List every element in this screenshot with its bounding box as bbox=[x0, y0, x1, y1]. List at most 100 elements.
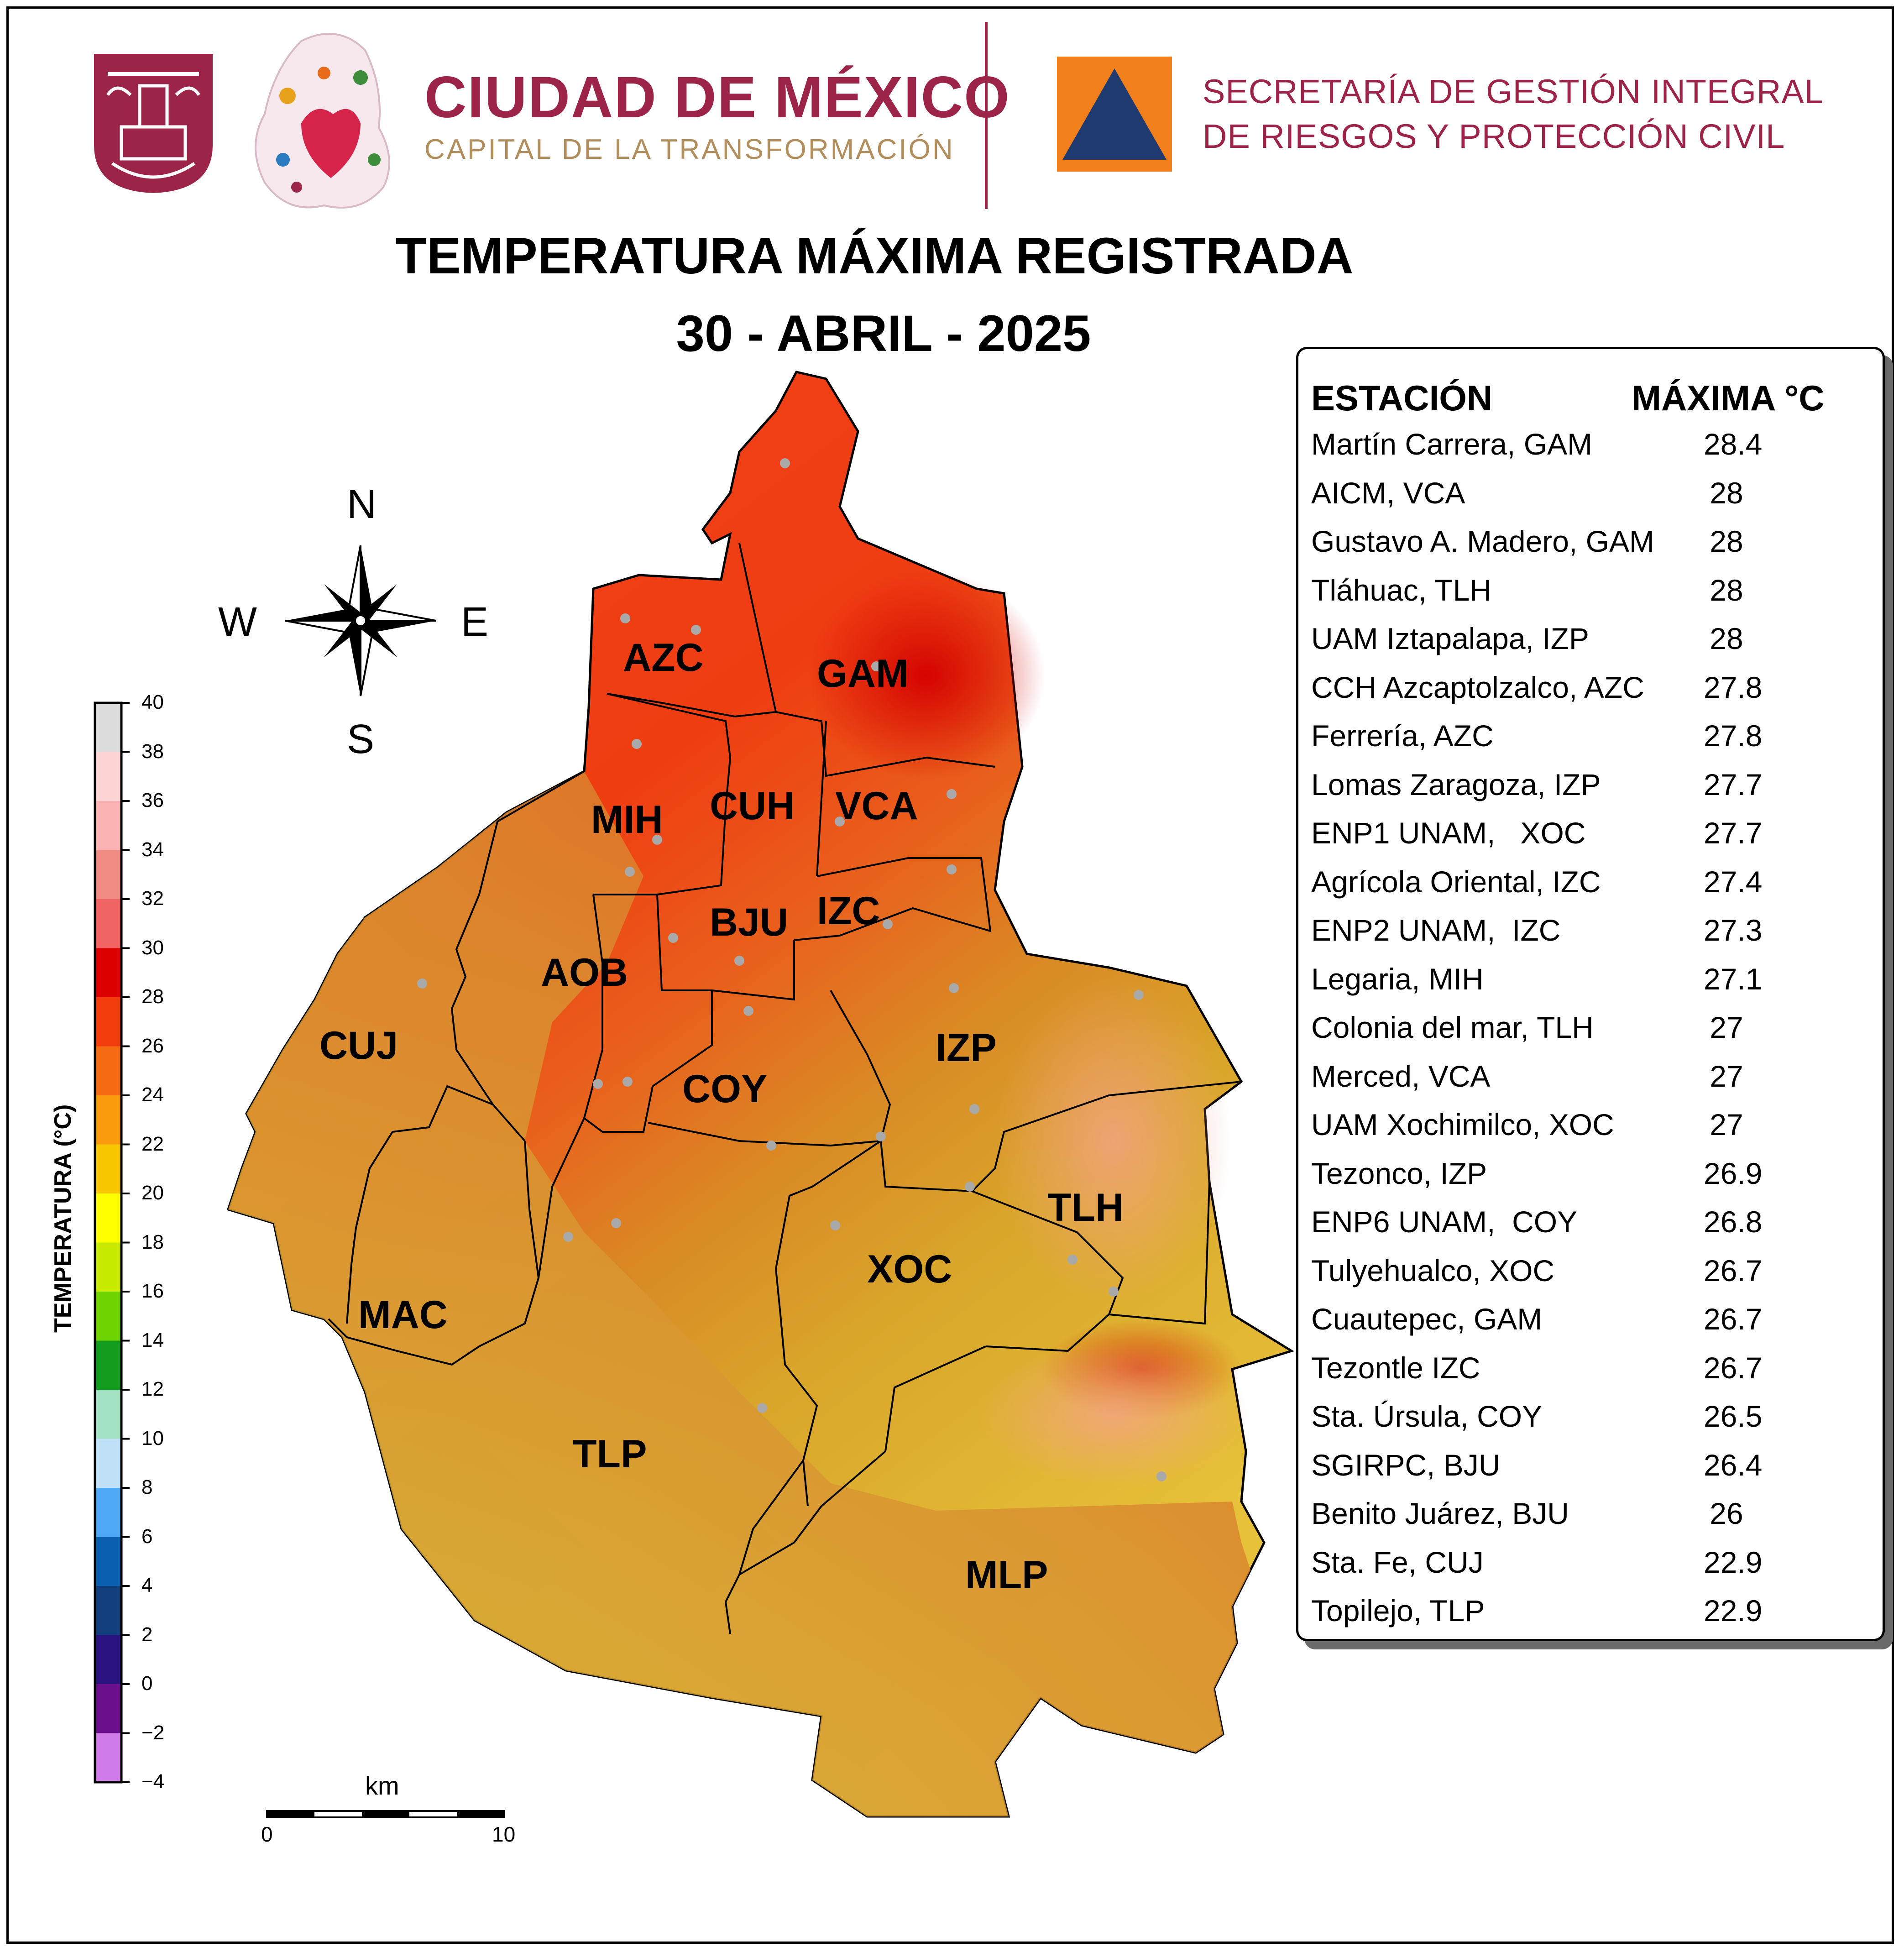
colorbar-band bbox=[95, 1292, 121, 1341]
colorbar-band bbox=[95, 1635, 121, 1684]
colorbar-tick-label: 10 bbox=[141, 1427, 164, 1450]
station-value: 26.9 bbox=[1704, 1156, 1763, 1190]
colorbar-band bbox=[95, 1193, 121, 1243]
agency-name-line2: DE RIESGOS Y PROTECCIÓN CIVIL bbox=[1203, 117, 1785, 155]
mun-label-xoc: XOC bbox=[867, 1247, 952, 1291]
station-value: 27 bbox=[1710, 1010, 1743, 1044]
station-row: Tláhuac, TLH 28 bbox=[1311, 573, 1868, 621]
compass-n: N bbox=[347, 481, 377, 527]
colorbar-tick-label: 20 bbox=[141, 1182, 164, 1204]
station-row: UAM Iztapalapa, IZP 28 bbox=[1311, 621, 1868, 670]
colorbar-tick-label: 22 bbox=[141, 1132, 164, 1155]
station-value: 27.8 bbox=[1704, 719, 1763, 753]
station-value: 28.4 bbox=[1704, 427, 1763, 461]
hot-spot-gam bbox=[808, 570, 1045, 780]
colorbar-tick-label: 0 bbox=[141, 1672, 153, 1695]
map-title: TEMPERATURA MÁXIMA REGISTRADA bbox=[395, 227, 1354, 284]
station-name: Legaria, MIH bbox=[1311, 962, 1484, 996]
station-name: SGIRPC, BJU bbox=[1311, 1448, 1501, 1482]
station-value: 27 bbox=[1710, 1108, 1743, 1141]
colorbar bbox=[94, 701, 130, 1784]
station-row: ENP1 UNAM, XOC 27.7 bbox=[1311, 816, 1868, 864]
station-header-name: ESTACIÓN bbox=[1311, 378, 1493, 418]
colorbar-tick-label: 4 bbox=[141, 1574, 153, 1596]
station-name: Agrícola Oriental, IZC bbox=[1311, 864, 1601, 899]
station-value: 28 bbox=[1710, 524, 1743, 558]
station-name: Tulyehualco, XOC bbox=[1311, 1253, 1555, 1287]
colorbar-tick-label: 28 bbox=[141, 985, 164, 1008]
station-name: Sta. Fe, CUJ bbox=[1311, 1545, 1484, 1579]
station-row: SGIRPC, BJU 26.4 bbox=[1311, 1448, 1868, 1496]
mun-label-coy: COY bbox=[682, 1067, 767, 1111]
colorbar-tick-label: 6 bbox=[141, 1525, 153, 1548]
scale-min-label: 0 bbox=[261, 1822, 273, 1846]
station-row: Cuautepec, GAM 26.7 bbox=[1311, 1302, 1868, 1350]
mun-label-bju: BJU bbox=[710, 900, 788, 944]
station-name: UAM Xochimilco, XOC bbox=[1311, 1108, 1614, 1141]
cdmx-heart-logo bbox=[255, 33, 390, 209]
station-name: Sta. Úrsula, COY bbox=[1311, 1399, 1543, 1433]
warm-blob-mlp bbox=[977, 1342, 1250, 1488]
station-name: AICM, VCA bbox=[1311, 476, 1465, 510]
station-row: UAM Xochimilco, XOC 27 bbox=[1311, 1107, 1868, 1156]
colorbar-tick-label: 24 bbox=[141, 1083, 164, 1106]
colorbar-tick-label: 38 bbox=[141, 740, 164, 763]
station-row: Tezontle IZC 26.7 bbox=[1311, 1350, 1868, 1399]
station-name: Lomas Zaragoza, IZP bbox=[1311, 767, 1601, 801]
station-value: 26.8 bbox=[1704, 1205, 1763, 1239]
station-name: Tezontle IZC bbox=[1311, 1350, 1480, 1385]
station-value: 26.5 bbox=[1704, 1399, 1763, 1433]
colorbar-band bbox=[95, 948, 121, 997]
mun-label-mlp: MLP bbox=[965, 1553, 1048, 1597]
station-row: ENP2 UNAM, IZC 27.3 bbox=[1311, 913, 1868, 961]
colorbar-tick-label: 14 bbox=[141, 1329, 164, 1351]
station-value: 26.4 bbox=[1704, 1448, 1763, 1482]
station-value: 27.8 bbox=[1704, 670, 1763, 704]
station-name: Colonia del mar, TLH bbox=[1311, 1010, 1594, 1044]
cdmx-shield-logo bbox=[94, 54, 213, 193]
cdmx-territory bbox=[226, 371, 1295, 1818]
mun-label-aob: AOB bbox=[541, 951, 628, 994]
colorbar-bands bbox=[95, 703, 121, 1782]
station-value: 27.7 bbox=[1704, 816, 1763, 850]
station-value: 26 bbox=[1710, 1497, 1743, 1530]
station-value: 27.7 bbox=[1704, 767, 1763, 801]
station-name: Tezonco, IZP bbox=[1311, 1156, 1487, 1190]
compass-star-icon bbox=[285, 545, 436, 696]
station-row: Lomas Zaragoza, IZP 27.7 bbox=[1311, 767, 1868, 816]
compass-s: S bbox=[347, 717, 374, 762]
cool-zone-west bbox=[228, 771, 1250, 1816]
colorbar-band bbox=[95, 1586, 121, 1635]
station-row: Agrícola Oriental, IZC 27.4 bbox=[1311, 864, 1868, 913]
station-value: 26.7 bbox=[1704, 1302, 1763, 1336]
station-name: Martín Carrera, GAM bbox=[1311, 427, 1593, 461]
station-markers bbox=[417, 458, 1166, 1481]
mun-label-izc: IZC bbox=[817, 889, 880, 933]
header-divider bbox=[985, 22, 988, 209]
station-value: 28 bbox=[1710, 476, 1743, 510]
station-name: Benito Juárez, BJU bbox=[1311, 1497, 1569, 1530]
station-value: 26.7 bbox=[1704, 1253, 1763, 1287]
city-title: CIUDAD DE MÉXICO bbox=[424, 65, 1010, 130]
station-value: 28 bbox=[1710, 573, 1743, 607]
station-name: Cuautepec, GAM bbox=[1311, 1302, 1543, 1336]
compass-rose: N S E W bbox=[218, 481, 488, 762]
compass-e: E bbox=[461, 599, 488, 645]
station-row: CCH Azcaptolzalco, AZC 27.8 bbox=[1311, 670, 1868, 718]
station-name: Gustavo A. Madero, GAM bbox=[1311, 524, 1654, 558]
colorbar-band bbox=[95, 1046, 121, 1095]
station-value: 28 bbox=[1710, 622, 1743, 655]
colorbar-band bbox=[95, 752, 121, 801]
station-value: 27 bbox=[1710, 1059, 1743, 1093]
mun-label-mih: MIH bbox=[591, 798, 663, 842]
colorbar-band bbox=[95, 1144, 121, 1193]
station-name: Tláhuac, TLH bbox=[1311, 573, 1491, 607]
colorbar-band bbox=[95, 1733, 121, 1782]
map-date: 30 - ABRIL - 2025 bbox=[676, 305, 1091, 362]
mun-label-tlp: TLP bbox=[573, 1432, 647, 1476]
colorbar-band bbox=[95, 703, 121, 752]
colorbar-tick-label: 40 bbox=[141, 691, 164, 713]
mun-label-vca: VCA bbox=[835, 784, 918, 828]
station-name: ENP2 UNAM, IZC bbox=[1311, 913, 1561, 947]
